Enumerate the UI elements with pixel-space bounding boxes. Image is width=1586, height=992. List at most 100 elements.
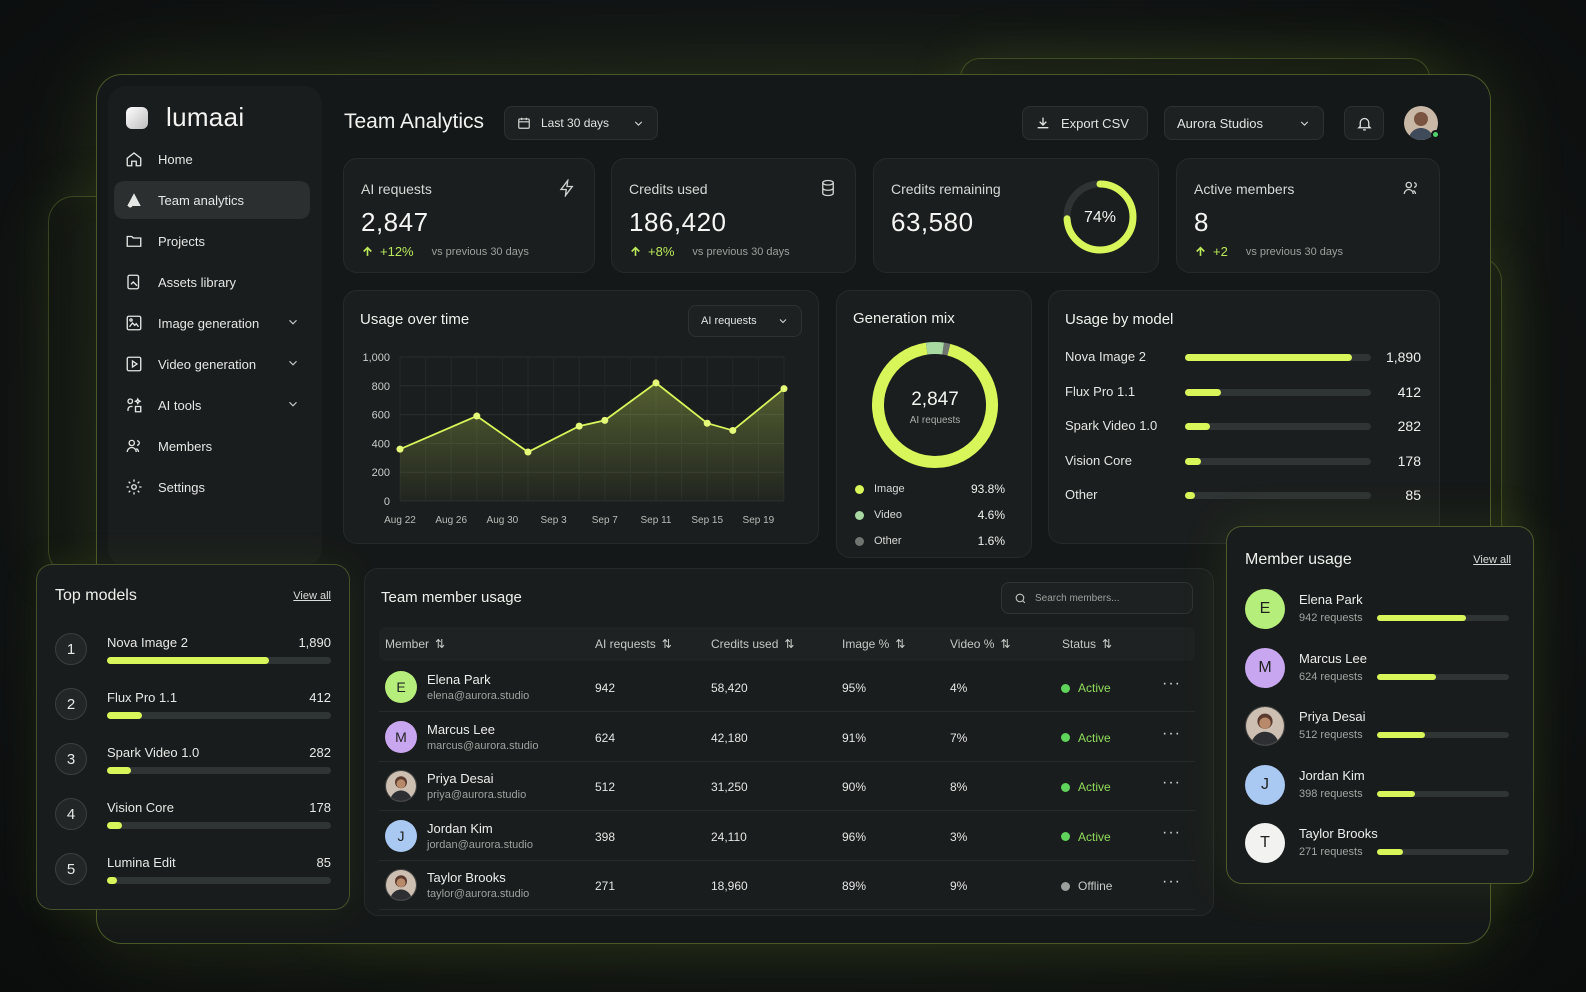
more-options-icon[interactable]: ···: [1162, 724, 1181, 742]
cell-credits-used: 58,420: [711, 681, 748, 695]
status-dot: [1061, 832, 1070, 841]
model-usage-track: [1185, 492, 1371, 499]
chevron-down-icon[interactable]: [286, 356, 300, 373]
sidebar-item-ai-tools[interactable]: AI tools: [114, 386, 310, 424]
top-model-row[interactable]: 1 Nova Image 2 1,890: [55, 633, 331, 673]
member-usage-row[interactable]: E Elena Park 942 requests: [1245, 587, 1513, 631]
legend-dot: [855, 484, 864, 494]
x-tick-label: Sep 19: [743, 515, 775, 526]
page-title: Team Analytics: [344, 110, 485, 133]
data-point[interactable]: [780, 385, 788, 393]
sidebar-item-settings[interactable]: Settings: [114, 468, 310, 506]
sidebar-nav: Home Team analytics Projects Assets libr…: [114, 140, 310, 509]
top-model-row[interactable]: 2 Flux Pro 1.1 412: [55, 688, 331, 728]
model-usage-track: [1185, 388, 1371, 396]
arrow-up-icon: [629, 245, 642, 258]
sidebar-item-video-generation[interactable]: Video generation: [114, 345, 310, 383]
more-options-icon[interactable]: ···: [1162, 675, 1181, 692]
status-text: Offline: [1078, 879, 1113, 893]
tools-icon: [124, 395, 144, 415]
member-usage-row[interactable]: M Marcus Lee 624 requests: [1245, 646, 1513, 690]
data-point[interactable]: [473, 412, 481, 420]
column-header-credits-used[interactable]: Credits used ⇅: [711, 637, 794, 651]
status-text: Active: [1078, 730, 1111, 745]
logo[interactable]: lumaai: [126, 102, 244, 133]
model-bar: [107, 767, 132, 774]
top-model-row[interactable]: 5 Lumina Edit 85: [55, 853, 331, 893]
data-point[interactable]: [524, 448, 532, 456]
column-header-member[interactable]: Member ⇅: [385, 637, 445, 651]
rank-badge: 1: [55, 633, 87, 665]
sidebar-item-projects[interactable]: Projects: [114, 222, 310, 260]
data-point[interactable]: [703, 419, 711, 427]
y-tick-label: 1,000: [362, 352, 390, 364]
member-usage-view-all-link[interactable]: View all: [1473, 554, 1511, 566]
delta-value: +12%: [380, 244, 414, 259]
data-point[interactable]: [396, 445, 404, 453]
top-models-view-all-link[interactable]: View all: [293, 590, 331, 602]
date-range-select[interactable]: Last 30 days: [504, 106, 658, 140]
page-header: Team Analytics Last 30 days Export CSV A…: [330, 90, 1460, 154]
table-row[interactable]: Priya Desai priya@aurora.studio 512 31,250 9…: [379, 762, 1195, 811]
sidebar-item-label: Settings: [158, 479, 205, 495]
model-name: Flux Pro 1.1: [1065, 383, 1136, 399]
member-name: Priya Desai: [427, 771, 494, 786]
metric-select[interactable]: AI requests: [688, 305, 802, 337]
sort-icon: ⇅: [784, 637, 795, 651]
table-row[interactable]: M Marcus Lee marcus@aurora.studio 624 42,180…: [379, 713, 1195, 762]
cell-ai-requests: 398: [595, 829, 616, 844]
top-model-row[interactable]: 4 Vision Core 178: [55, 798, 331, 838]
column-header-status[interactable]: Status ⇅: [1062, 637, 1112, 651]
sidebar-item-team-analytics[interactable]: Team analytics: [114, 181, 310, 219]
cell-image-percent: 95%: [842, 681, 867, 695]
column-header-ai-requests[interactable]: AI requests ⇅: [595, 637, 672, 651]
member-requests: 624 requests: [1299, 670, 1363, 683]
legend-label: Video: [874, 509, 902, 521]
legend-item-video: Video 4.6%: [855, 508, 1005, 522]
sidebar-item-members[interactable]: Members: [114, 427, 310, 465]
calendar-icon: [517, 116, 531, 130]
column-header-video-percent[interactable]: Video % ⇅: [950, 637, 1011, 651]
member-usage-track: [1377, 732, 1509, 738]
data-point[interactable]: [652, 379, 660, 387]
chevron-down-icon[interactable]: [286, 397, 300, 414]
more-options-icon[interactable]: ···: [1162, 873, 1181, 890]
sidebar-item-label: Members: [158, 438, 213, 454]
export-csv-button[interactable]: Export CSV: [1022, 106, 1148, 140]
stat-card-active-members: Active members 8 +2 vs previous 30 days: [1176, 158, 1440, 273]
stat-label: Active members: [1194, 181, 1295, 197]
data-point[interactable]: [729, 426, 737, 434]
column-header-image-percent[interactable]: Image % ⇅: [842, 637, 905, 651]
sidebar-item-assets-library[interactable]: Assets library: [114, 263, 310, 301]
delta-value: +8%: [648, 244, 675, 259]
table-row[interactable]: E Elena Park elena@aurora.studio 942 58,420 9…: [379, 663, 1195, 712]
chevron-down-icon: [632, 117, 645, 130]
metric-value: AI requests: [701, 315, 757, 327]
member-requests: 512 requests: [1299, 729, 1363, 741]
sidebar-item-label: Team analytics: [158, 192, 244, 208]
table-row[interactable]: J Jordan Kim jordan@aurora.studio 398 24,110…: [379, 812, 1195, 861]
status-badge: Active: [1061, 681, 1111, 695]
member-usage-bar: [1377, 849, 1403, 855]
member-usage-row[interactable]: T Taylor Brooks 271 requests: [1245, 821, 1513, 865]
search-members-input[interactable]: Search members...: [1001, 582, 1193, 614]
more-options-icon[interactable]: ···: [1162, 823, 1181, 841]
member-usage-row[interactable]: J Jordan Kim 398 requests: [1245, 763, 1513, 807]
data-point[interactable]: [575, 422, 583, 430]
search-icon: [1014, 592, 1027, 605]
chevron-down-icon[interactable]: [286, 315, 300, 332]
data-point[interactable]: [601, 416, 609, 424]
workspace-select[interactable]: Aurora Studios: [1164, 106, 1324, 140]
stat-value: 8: [1194, 207, 1209, 237]
member-requests: 398 requests: [1299, 787, 1363, 800]
member-usage-row[interactable]: Priya Desai 512 requests: [1245, 704, 1513, 748]
more-options-icon[interactable]: ···: [1162, 774, 1181, 791]
member-avatar: M: [385, 720, 417, 753]
cell-video-percent: 7%: [950, 730, 968, 745]
top-model-row[interactable]: 3 Spark Video 1.0 282: [55, 743, 331, 783]
sidebar-item-home[interactable]: Home: [114, 140, 310, 178]
donut-segment-video: [925, 342, 945, 355]
sidebar-item-image-generation[interactable]: Image generation: [114, 304, 310, 342]
table-row[interactable]: Taylor Brooks taylor@aurora.studio 271 18,9…: [379, 861, 1195, 910]
notifications-button[interactable]: [1344, 106, 1384, 140]
